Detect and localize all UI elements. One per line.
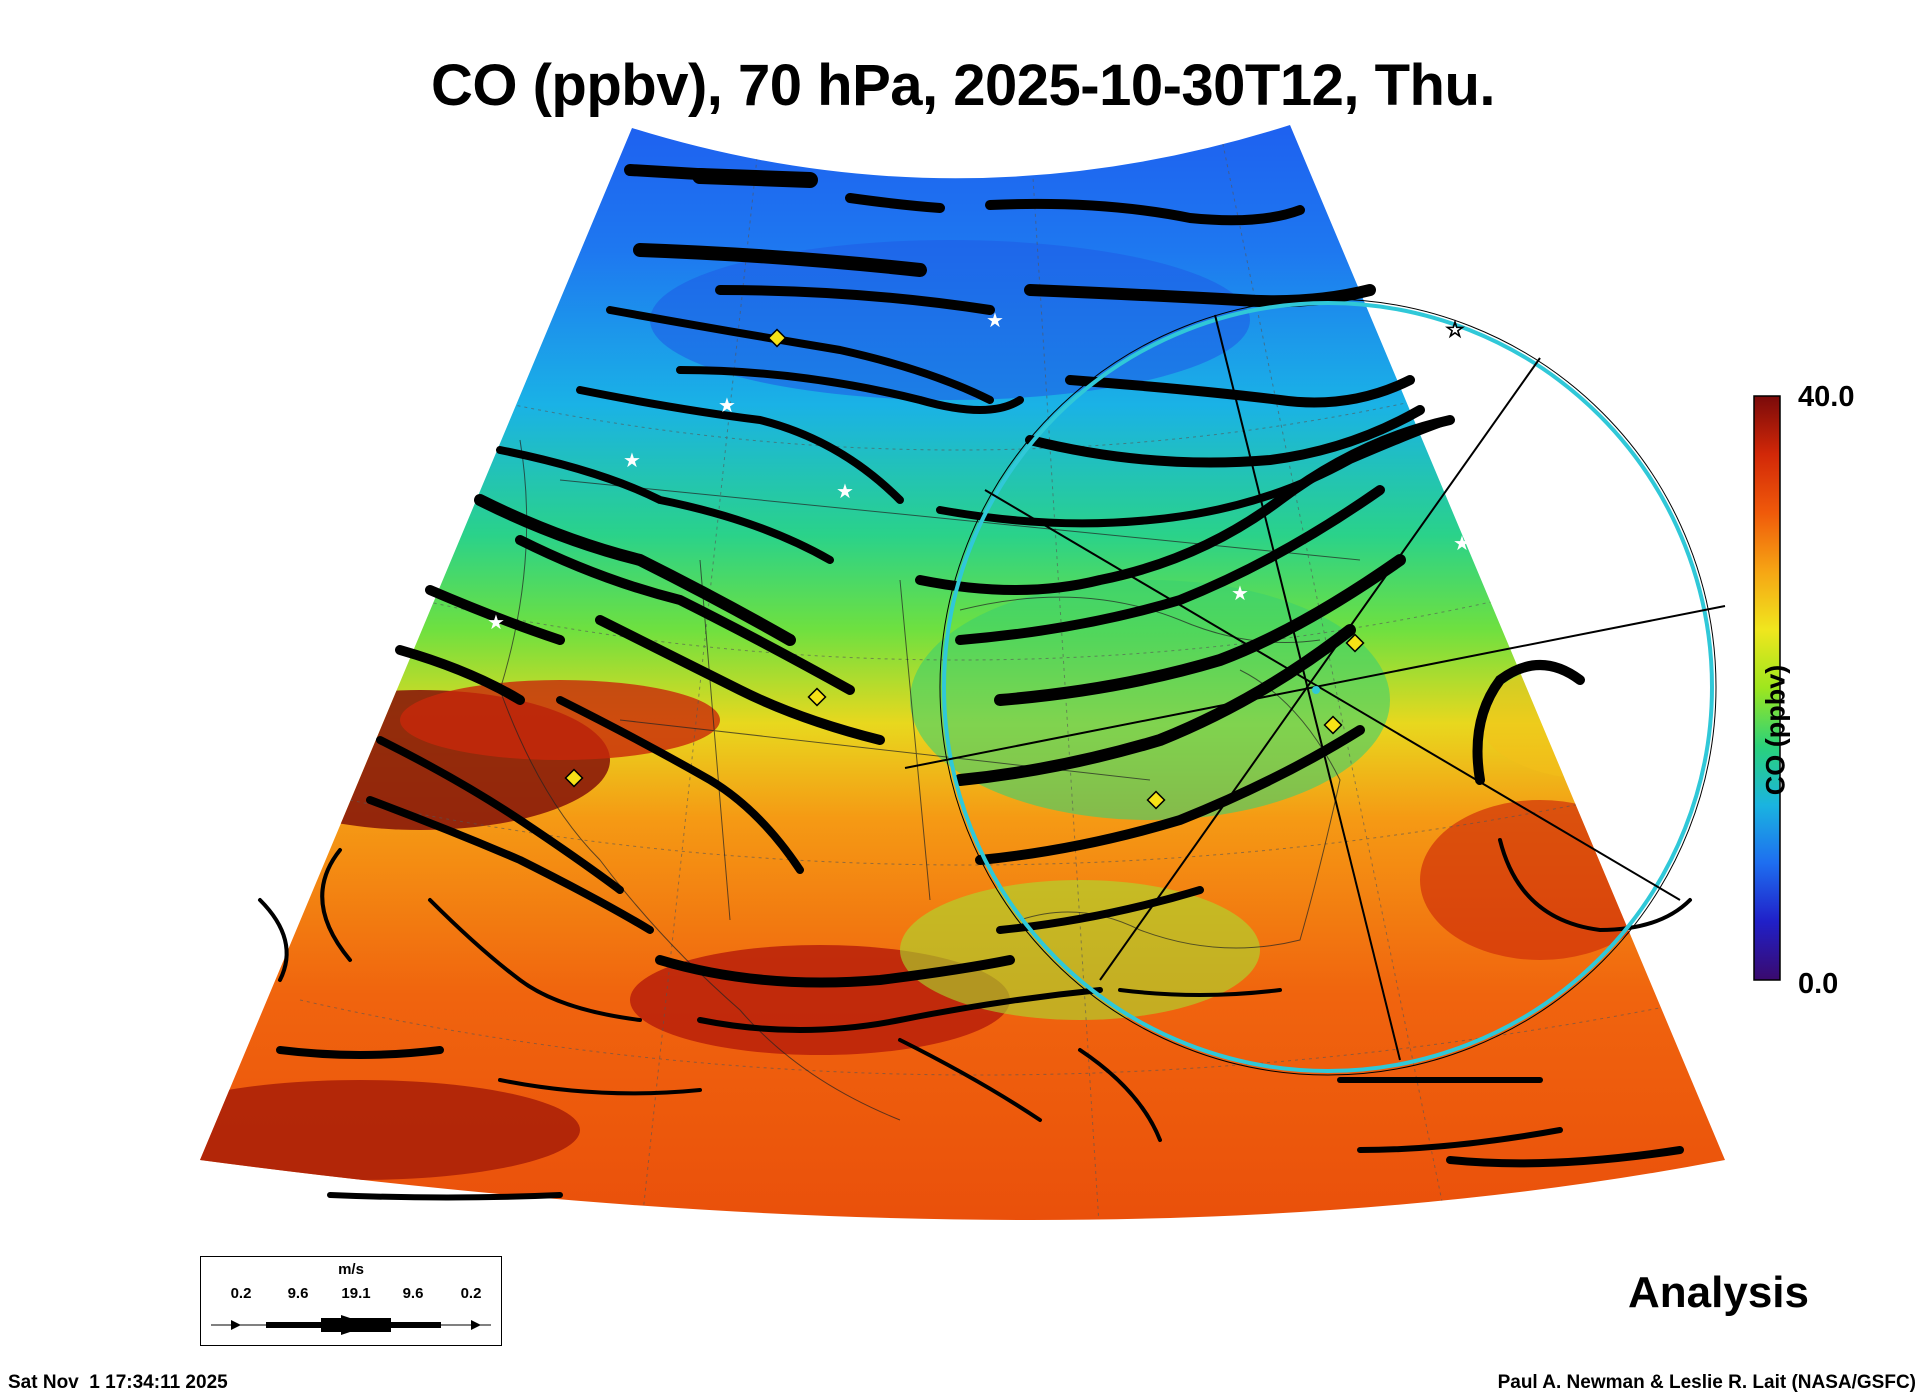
outline-star-marker: ☆ <box>1445 318 1465 343</box>
wind-legend-unit: m/s <box>338 1261 364 1278</box>
footer-timestamp: Sat Nov 1 17:34:11 2025 <box>8 1372 228 1393</box>
svg-text:★: ★ <box>1453 531 1471 555</box>
analysis-label: Analysis <box>1628 1268 1809 1317</box>
wind-legend-tick: 9.6 <box>287 1285 309 1302</box>
colorbar-max-label: 40.0 <box>1798 381 1855 413</box>
wind-legend: m/s 0.2 9.6 19.1 9.6 0.2 <box>200 1256 502 1346</box>
footer-credit: Paul A. Newman & Leslie R. Lait (NASA/GS… <box>1497 1372 1916 1393</box>
svg-text:★: ★ <box>836 479 854 503</box>
svg-text:★: ★ <box>623 448 641 472</box>
chart-title: CO (ppbv), 70 hPa, 2025-10-30T12, Thu. <box>431 53 1496 118</box>
svg-text:★: ★ <box>986 308 1004 332</box>
svg-text:★: ★ <box>718 393 736 417</box>
trajectory-circle <box>904 298 1726 1076</box>
wind-legend-tick: 19.1 <box>341 1285 371 1302</box>
yellow-diamond-markers <box>564 328 1365 810</box>
white-star-markers: ★ ★ ★ ★ ★ ★ ★ <box>487 308 1471 634</box>
colorbar <box>1753 395 1781 981</box>
svg-text:★: ★ <box>1231 581 1249 605</box>
wind-legend-tick: 0.2 <box>460 1285 482 1302</box>
wind-streamlines <box>258 164 1692 1201</box>
colorbar-min-label: 0.0 <box>1798 968 1839 1000</box>
wind-legend-tick: 9.6 <box>402 1285 424 1302</box>
wind-legend-arrow <box>211 1315 491 1335</box>
svg-text:★: ★ <box>487 610 505 634</box>
colorbar-title: CO (ppbv) <box>1760 664 1791 796</box>
wind-legend-tick: 0.2 <box>230 1285 252 1302</box>
